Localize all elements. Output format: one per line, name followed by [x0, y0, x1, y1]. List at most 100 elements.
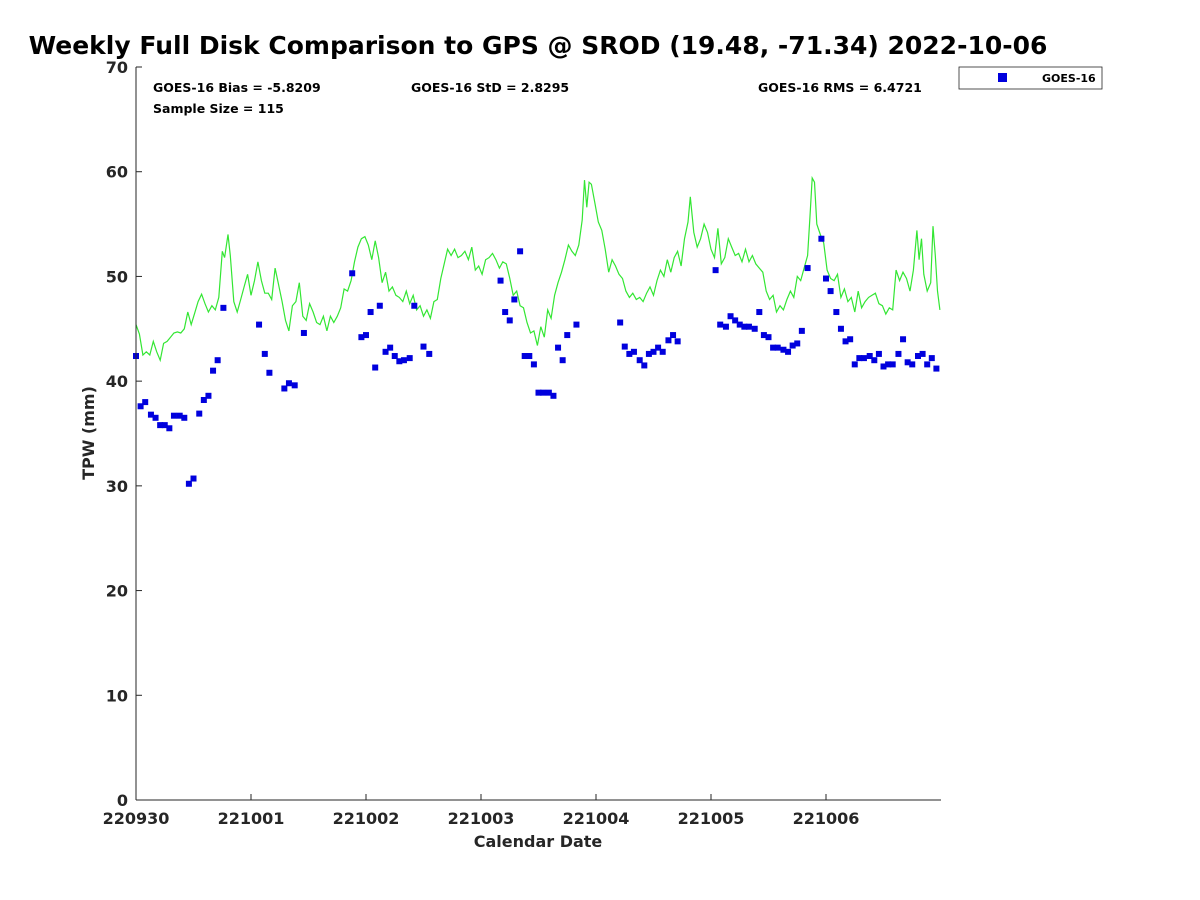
goes-16-point	[166, 425, 173, 432]
y-tick-label: 30	[106, 477, 128, 496]
goes-16-point	[904, 359, 911, 366]
y-tick-label: 40	[106, 372, 128, 391]
goes-16-point	[406, 355, 413, 362]
goes-16-point	[847, 336, 854, 343]
goes-16-point	[550, 392, 557, 399]
goes-16-point	[866, 353, 873, 360]
goes-16-point	[645, 350, 652, 357]
goes-16-point	[842, 338, 849, 345]
legend-marker-goes-16	[998, 73, 1007, 82]
goes-16-point	[833, 309, 840, 316]
goes-16-point	[511, 296, 518, 303]
y-tick-label: 60	[106, 163, 128, 182]
goes-16-point	[900, 336, 907, 343]
goes-16-point	[626, 350, 633, 357]
goes-16-point	[400, 357, 407, 364]
goes-16-point	[827, 288, 834, 295]
x-tick-label: 221004	[563, 809, 630, 828]
goes-16-point	[909, 361, 916, 368]
goes-16-point	[736, 321, 743, 328]
goes-16-point	[837, 325, 844, 332]
y-tick-label: 50	[106, 267, 128, 286]
goes-16-point	[780, 346, 787, 353]
goes-16-point	[205, 392, 212, 399]
goes-16-point	[396, 358, 403, 365]
x-tick-label: 221005	[678, 809, 745, 828]
goes-16-point	[285, 380, 292, 387]
goes-16-point	[732, 317, 739, 324]
goes-16-point	[751, 325, 758, 332]
goes-16-point	[924, 361, 931, 368]
goes-16-point	[382, 348, 389, 355]
goes-16-point	[670, 332, 677, 339]
goes-16-point	[497, 277, 504, 284]
goes-16-point	[545, 389, 552, 396]
goes-16-point	[875, 350, 882, 357]
goes-16-point	[823, 275, 829, 282]
goes-16-point	[196, 410, 203, 417]
goes-16-point	[617, 319, 624, 326]
goes-16-point	[185, 480, 192, 487]
goes-16-point	[774, 344, 781, 351]
goes-16-point	[142, 399, 149, 406]
goes-16-point	[161, 422, 168, 429]
goes-16-point	[765, 334, 772, 341]
goes-16-point	[770, 344, 777, 351]
goes-16-point	[665, 337, 672, 344]
goes-16-point	[785, 348, 792, 355]
legend: GOES-16	[958, 66, 1103, 90]
goes-16-point	[573, 321, 580, 328]
goes-16-point	[641, 362, 648, 369]
goes-16-point	[636, 357, 643, 364]
goes-16-point	[137, 403, 144, 410]
goes-16-point	[157, 422, 164, 429]
goes-16-point	[147, 411, 154, 418]
goes-16-point	[727, 313, 734, 320]
goes-16-point	[181, 414, 188, 421]
goes-16-point	[530, 361, 537, 368]
goes-16-point	[521, 353, 528, 360]
goes-16-point	[712, 267, 719, 274]
sample-size-stat: Sample Size = 115	[153, 101, 284, 116]
goes-16-point	[655, 344, 662, 351]
y-tick-label: 10	[106, 686, 128, 705]
chart-title: Weekly Full Disk Comparison to GPS @ SRO…	[29, 31, 1048, 60]
goes-16-point	[756, 309, 763, 316]
x-tick-label: 221002	[333, 809, 400, 828]
goes-16-point	[789, 342, 796, 349]
goes-16-point	[176, 412, 183, 419]
goes-16-point	[266, 369, 273, 376]
goes-16-point	[745, 323, 752, 330]
goes-16-point	[621, 343, 628, 350]
goes-16-point	[798, 327, 805, 334]
goes-16-point	[933, 365, 940, 372]
goes-16-point	[928, 355, 935, 362]
goes-16-point	[526, 353, 533, 360]
legend-label-goes-16: GOES-16	[1042, 72, 1096, 85]
goes-16-point	[717, 321, 724, 328]
rms-stat: GOES-16 RMS = 6.4721	[758, 80, 922, 95]
goes-16-point	[152, 414, 159, 421]
goes-16-point	[256, 321, 263, 328]
y-tick-label: 20	[106, 582, 128, 601]
goes-16-series	[133, 235, 940, 487]
goes-16-point	[220, 304, 227, 311]
goes-16-point	[540, 389, 547, 396]
bias-stat: GOES-16 Bias = -5.8209	[153, 80, 321, 95]
goes-16-point	[659, 348, 666, 355]
goes-16-point	[555, 344, 562, 351]
goes-16-point	[363, 332, 369, 339]
goes-16-point	[851, 361, 858, 368]
goes-16-point	[261, 350, 268, 357]
goes-16-point	[794, 340, 801, 347]
y-tick-label: 70	[106, 58, 128, 77]
x-tick-label: 221006	[793, 809, 860, 828]
axis-ticks: 0 10 20 30 40 50 60 70 220930 221001 221002 221003 2…	[103, 58, 860, 828]
goes-16-point	[349, 270, 356, 277]
x-axis-label: Calendar Date	[474, 832, 603, 851]
goes-16-point	[630, 348, 637, 355]
goes-16-point	[502, 309, 509, 316]
goes-16-point	[391, 353, 398, 360]
goes-16-point	[170, 412, 177, 419]
